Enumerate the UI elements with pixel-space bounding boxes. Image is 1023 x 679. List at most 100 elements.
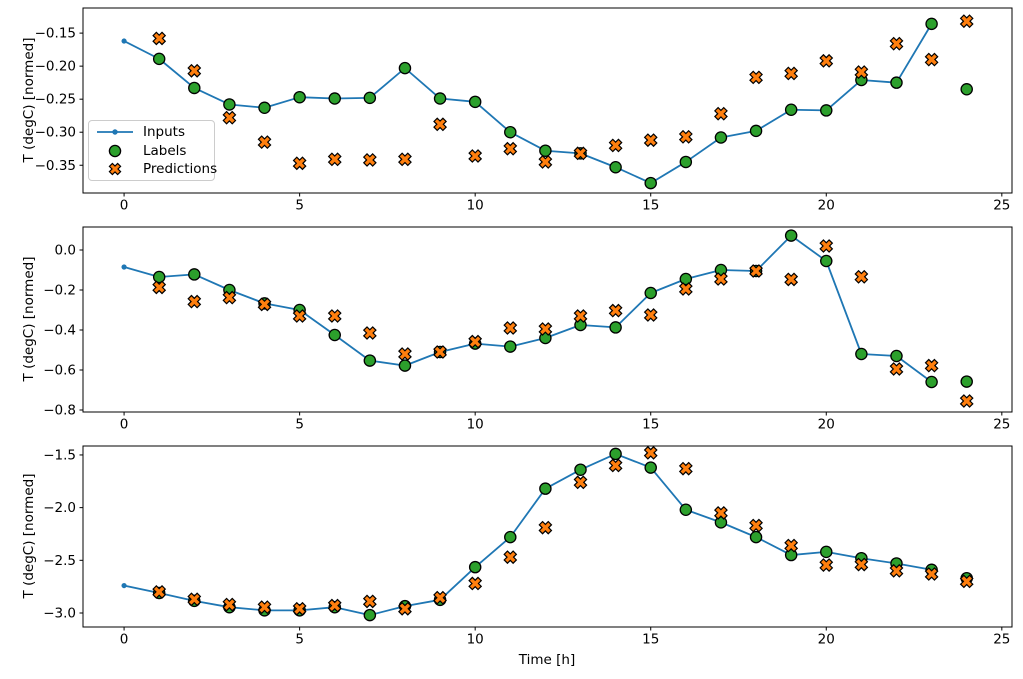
- predictions-marker: [538, 322, 553, 336]
- predictions-marker: [643, 308, 658, 322]
- predictions-marker: [362, 326, 377, 340]
- y-tick-label: −0.20: [35, 59, 76, 75]
- predictions-marker: [714, 272, 728, 286]
- labels-marker: [644, 176, 657, 190]
- labels-marker: [504, 125, 517, 139]
- labels-marker: [188, 81, 201, 95]
- y-tick-label: −0.25: [35, 92, 76, 108]
- predictions-marker: [714, 106, 728, 121]
- legend: Inputs Labels Predictions: [88, 120, 217, 181]
- labels-marker: [925, 17, 938, 31]
- predictions-marker: [854, 65, 869, 80]
- predictions-marker: [468, 149, 483, 163]
- x-tick-label: 25: [993, 417, 1010, 433]
- predictions-marker: [292, 309, 307, 323]
- predictions-marker: [819, 558, 834, 572]
- panel-1: 0 5 10 15 20 25 −0.15 −0.20 −0.25 −0.30 −0.35: [35, 7, 1013, 214]
- predictions-marker: [608, 138, 623, 153]
- predictions-marker: [749, 70, 763, 85]
- predictions-marker: [503, 141, 518, 156]
- labels-marker: [820, 545, 833, 559]
- predictions-marker: [889, 362, 904, 376]
- predictions-marker: [433, 117, 447, 132]
- predictions-marker: [503, 321, 518, 335]
- predictions-marker: [678, 461, 693, 476]
- x-tick-label: 25: [993, 632, 1010, 648]
- predictions-marker: [608, 303, 623, 318]
- labels-marker: [644, 461, 657, 474]
- labels-marker: [398, 359, 412, 372]
- labels-marker: [328, 92, 341, 105]
- predictions-marker: [889, 36, 904, 51]
- predictions-marker: [362, 594, 377, 609]
- predictions-marker: [398, 347, 412, 361]
- x-tick-label: 10: [467, 632, 484, 648]
- predictions-marker: [433, 590, 447, 605]
- x-tick-label: 10: [467, 198, 484, 214]
- predictions-marker: [854, 269, 869, 284]
- predictions-marker: [468, 576, 483, 591]
- predictions-marker: [327, 598, 342, 613]
- y-tick-label: −0.6: [43, 363, 76, 379]
- legend-label-inputs: Inputs: [143, 124, 185, 141]
- labels-marker: [644, 286, 657, 300]
- predictions-marker: [819, 53, 834, 68]
- labels-marker: [960, 375, 973, 388]
- y-tick-label: 0.0: [55, 243, 76, 259]
- labels-marker: [504, 340, 517, 353]
- predictions-marker: [468, 334, 483, 349]
- y-tick-label: −2.0: [43, 500, 76, 516]
- axes-spine: [82, 226, 1013, 413]
- labels-marker: [258, 101, 271, 115]
- predictions-marker: [503, 550, 518, 565]
- predictions-marker: [959, 394, 974, 408]
- labels-marker: [328, 328, 341, 342]
- labels-marker: [820, 104, 833, 117]
- labels-marker: [293, 90, 306, 104]
- y-axis-label-panel-3: T (degC) [normed]: [21, 473, 37, 599]
- labels-marker: [855, 347, 868, 361]
- inputs-marker: [121, 582, 127, 589]
- predictions-marker: [187, 592, 202, 607]
- inputs-line-icon: [97, 129, 133, 135]
- labels-marker: [539, 482, 552, 495]
- labels-marker: [679, 503, 693, 516]
- x-axis-label: Time [h]: [518, 652, 576, 668]
- predictions-marker: [959, 14, 974, 29]
- x-tick-label: 25: [993, 198, 1010, 214]
- predictions-marker: [573, 309, 588, 323]
- panel-3: 0 5 10 15 20 25 −1.5 −2.0 −2.5 −3.0: [43, 445, 1013, 648]
- x-tick-label: 10: [467, 417, 484, 433]
- labels-marker: [398, 61, 412, 75]
- predictions-marker: [924, 567, 939, 581]
- predictions-marker: [678, 129, 693, 144]
- y-tick-label: −0.8: [43, 403, 76, 419]
- x-tick-label: 20: [818, 198, 835, 214]
- predictions-marker: [292, 156, 307, 171]
- predictions-marker: [643, 133, 658, 148]
- inputs-line: [123, 23, 933, 184]
- predictions-marker: [152, 280, 167, 295]
- x-tick-label: 0: [120, 632, 129, 648]
- labels-marker: [152, 270, 166, 284]
- predictions-marker: [152, 584, 167, 599]
- labels-marker: [468, 560, 482, 574]
- predictions-marker: [854, 557, 869, 572]
- x-tick-label: 20: [818, 632, 835, 648]
- predictions-marker: [714, 505, 728, 520]
- x-tick-label: 5: [295, 632, 304, 648]
- y-tick-label: −3.0: [43, 605, 76, 621]
- labels-marker: [784, 103, 798, 117]
- inputs-marker: [121, 264, 127, 270]
- predictions-marker: [152, 31, 167, 46]
- labels-marker: [468, 95, 482, 109]
- predictions-marker: [433, 345, 447, 359]
- labels-marker: [749, 124, 763, 138]
- x-tick-label: 15: [642, 417, 659, 433]
- predictions-marker: [643, 445, 658, 460]
- labels-marker: [609, 447, 622, 461]
- labels-marker: [223, 98, 236, 111]
- y-tick-label: −0.15: [35, 26, 76, 42]
